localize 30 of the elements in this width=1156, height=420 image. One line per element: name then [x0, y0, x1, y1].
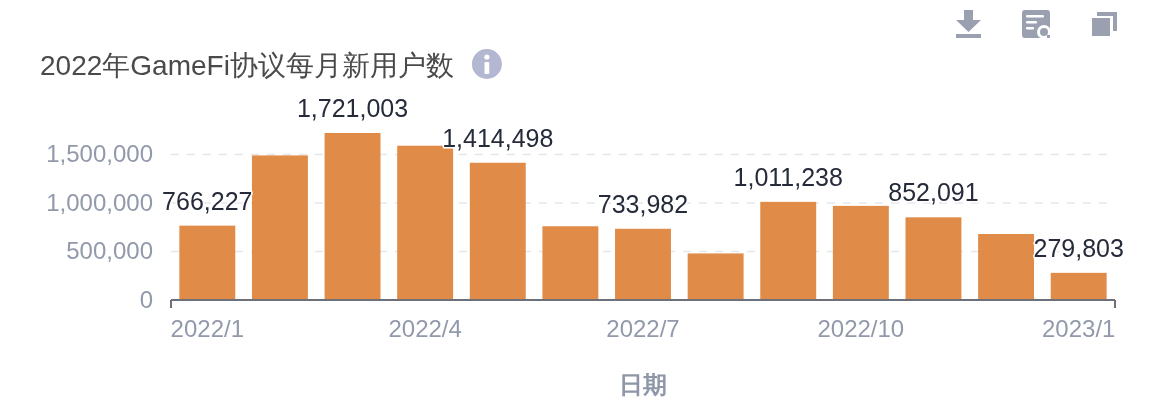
data-label: 852,091: [888, 178, 979, 207]
bar: [179, 225, 236, 300]
bar: [687, 253, 744, 300]
bar: [542, 226, 599, 300]
bar: [760, 201, 817, 300]
bar: [832, 205, 889, 300]
bar: [978, 234, 1035, 300]
x-tick-label: 2022/4: [388, 315, 462, 342]
bar: [469, 162, 526, 300]
bar: [324, 133, 381, 300]
bar: [905, 217, 962, 300]
bar: [1050, 272, 1107, 300]
x-tick-label: 2022/10: [817, 315, 905, 342]
y-tick-label: 500,000: [66, 237, 153, 265]
data-label: 766,227: [162, 186, 253, 215]
y-tick-label: 1,000,000: [46, 188, 153, 216]
data-label: 1,414,498: [442, 123, 554, 152]
x-tick-label: 2022/1: [170, 315, 245, 342]
x-axis-title: 日期: [619, 371, 667, 398]
data-label: 1,011,238: [733, 162, 843, 191]
chart-title: 2022年GameFi协议每月新用户数: [40, 50, 454, 81]
data-label: 279,803: [1033, 233, 1124, 262]
bar: [251, 155, 308, 300]
y-tick-label: 0: [139, 286, 153, 313]
y-tick-label: 1,500,000: [46, 140, 153, 168]
x-tick-label: 2023/1: [1041, 315, 1116, 342]
data-label: 1,721,003: [296, 94, 409, 122]
x-tick-label: 2022/7: [606, 315, 680, 342]
bar: [615, 228, 671, 300]
data-label: 733,982: [597, 189, 689, 218]
